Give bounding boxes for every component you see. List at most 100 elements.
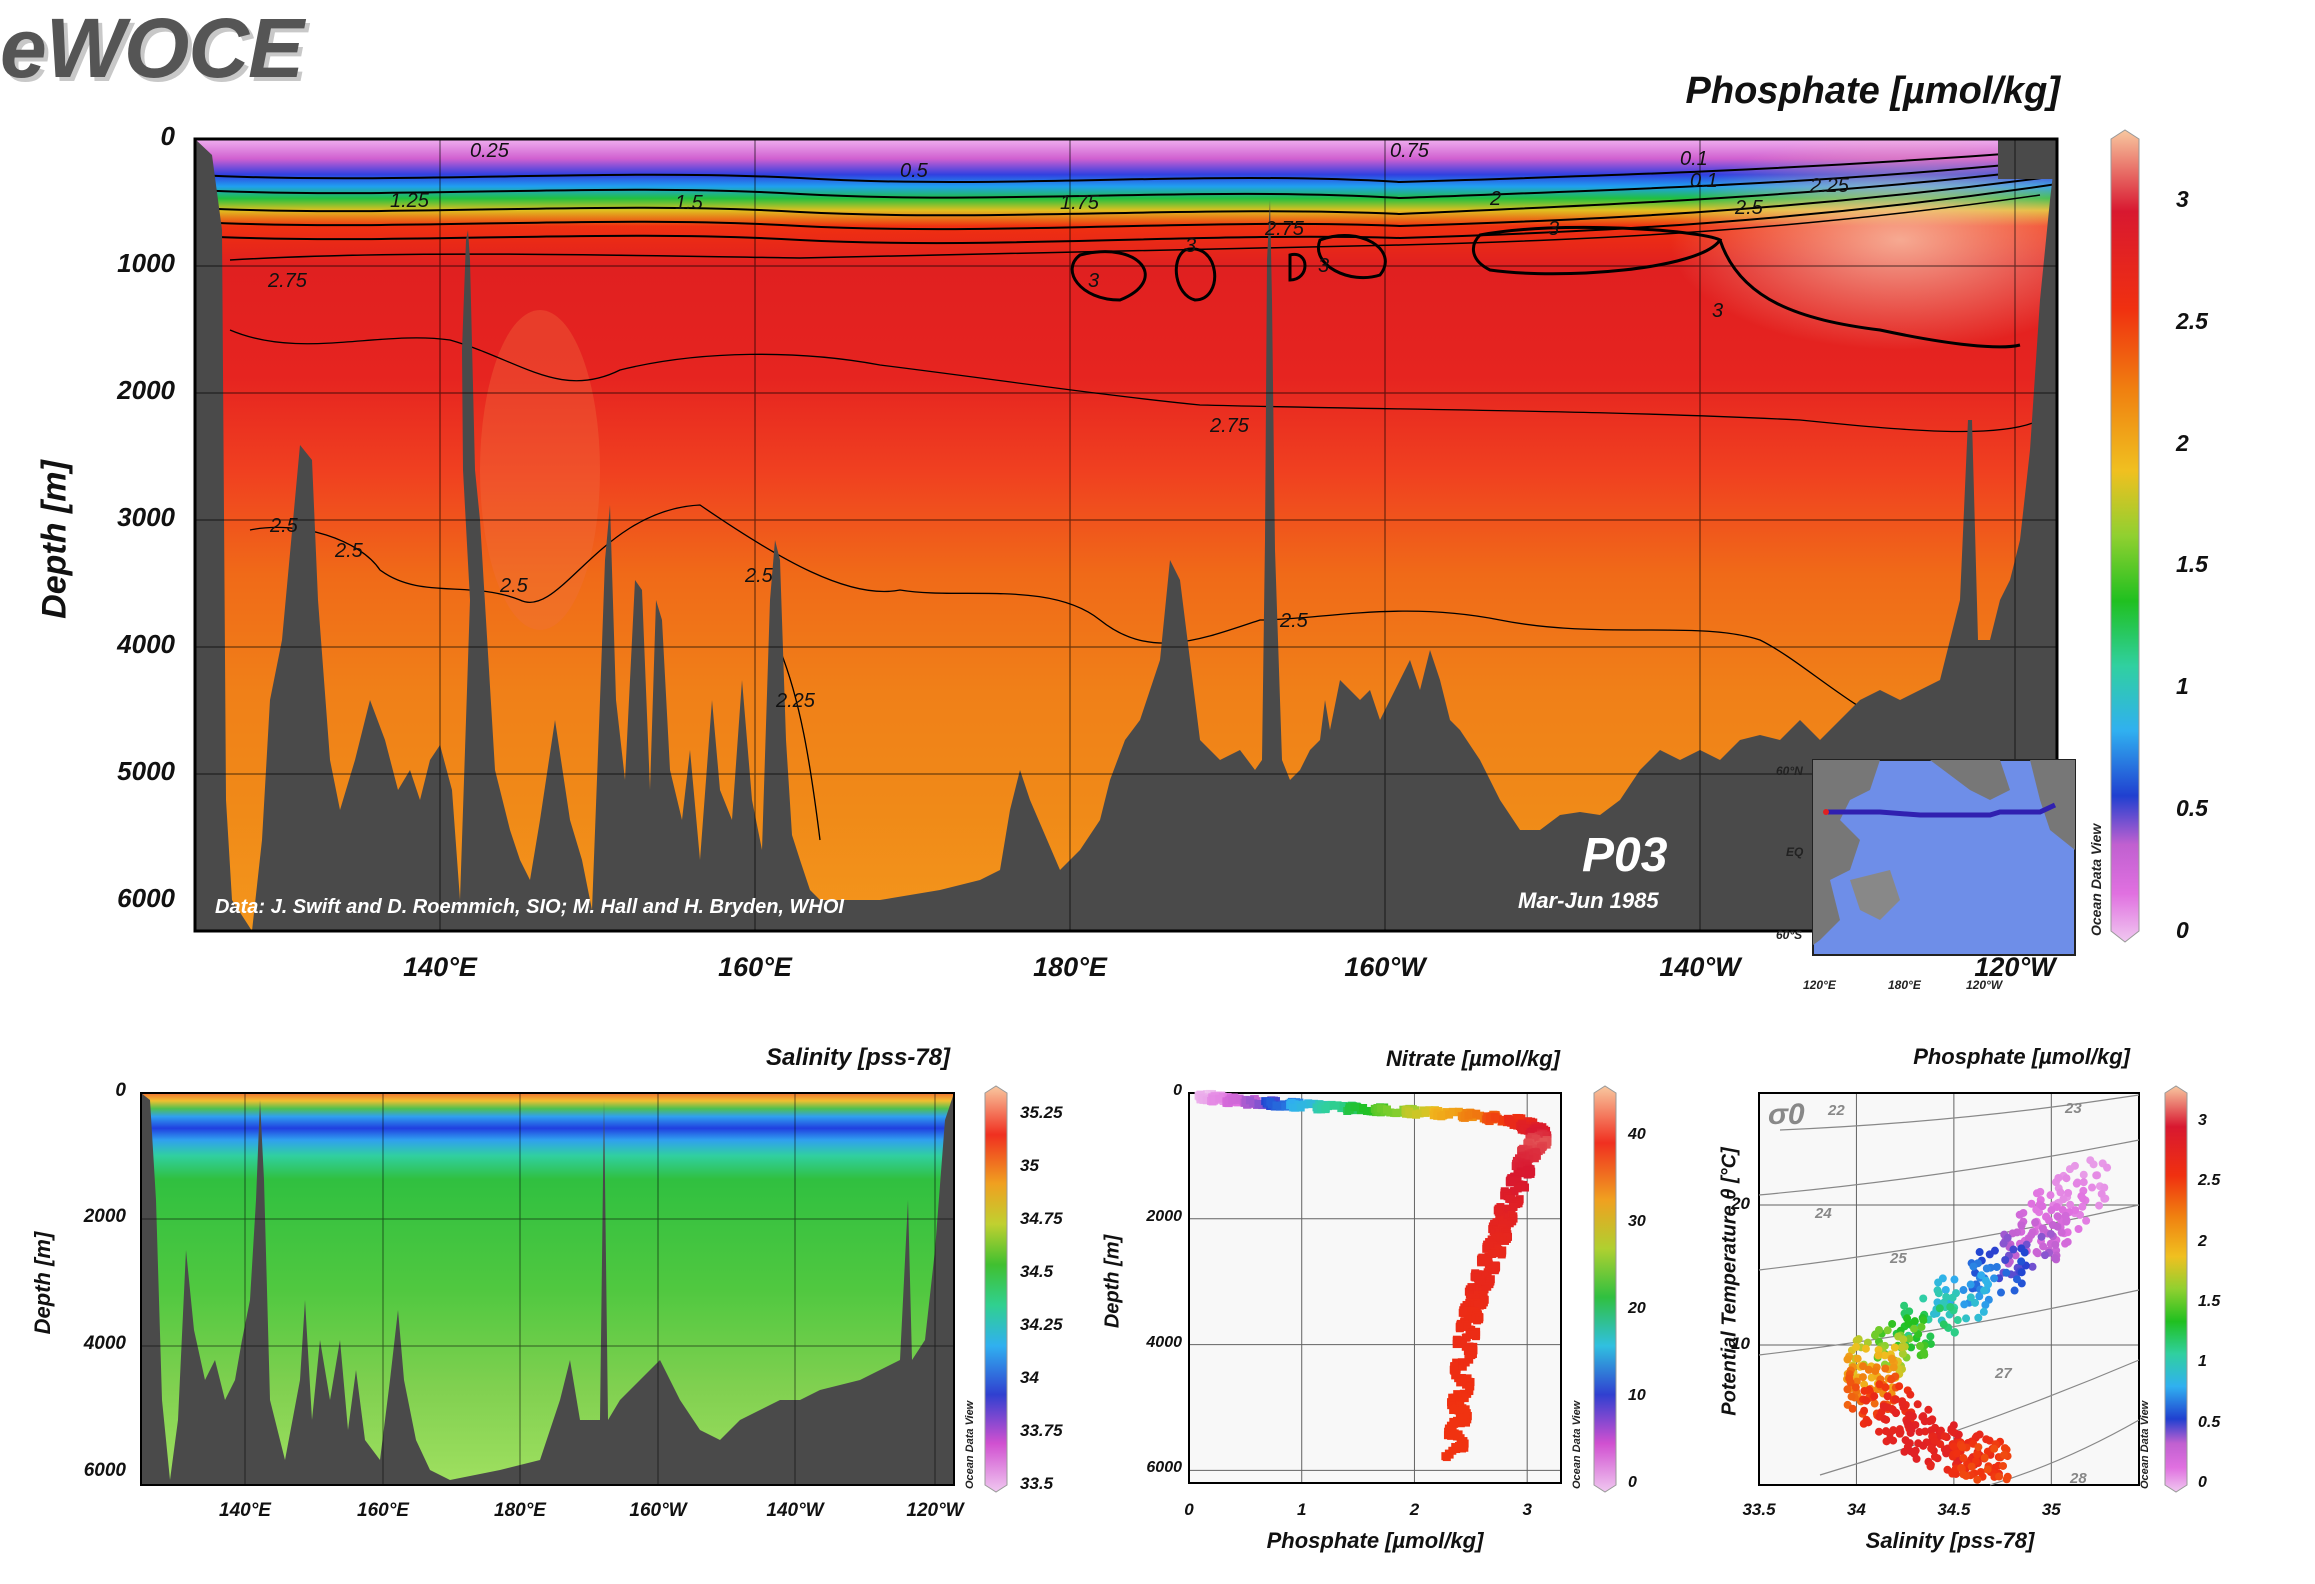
ewoce-logo: eWOCE xyxy=(0,1,304,95)
ts-point xyxy=(1977,1271,1986,1280)
ts-point xyxy=(1846,1378,1855,1387)
ts-point xyxy=(1847,1392,1856,1401)
main-y-label: Depth [m] xyxy=(35,460,74,619)
ts-point xyxy=(1895,1382,1904,1391)
ts-point xyxy=(1980,1453,1989,1462)
ts-point xyxy=(1860,1386,1869,1395)
ts-point xyxy=(2032,1189,2041,1198)
ts-colorbar xyxy=(2164,1085,2188,1493)
ts-point xyxy=(2032,1248,2041,1257)
ts-point xyxy=(2095,1201,2104,1210)
ts-point xyxy=(1875,1380,1884,1389)
ts-point xyxy=(1926,1462,1935,1471)
isopycnal-label: 23 xyxy=(2065,1100,2082,1117)
contour-label: 1.75 xyxy=(1060,192,1099,214)
nitrate-y-label: Depth [m] xyxy=(1101,1234,1124,1329)
salinity-x-tick: 120°W xyxy=(906,1500,964,1521)
ts-point xyxy=(1883,1392,1892,1401)
ts-point xyxy=(1874,1326,1883,1335)
contour-label: 2 xyxy=(1490,188,1502,210)
ts-point xyxy=(1913,1400,1922,1409)
salinity-cbar-tick: 34.25 xyxy=(1020,1315,1063,1335)
ts-point xyxy=(1881,1427,1890,1436)
ts-point xyxy=(1941,1285,1950,1294)
ts-x-tick: 33.5 xyxy=(1742,1500,1776,1519)
nitrate-x-label: Phosphate [µmol/kg] xyxy=(1266,1528,1484,1553)
main-x-tick: 120°W xyxy=(1974,952,2056,982)
ts-point xyxy=(1958,1443,1967,1452)
ts-point xyxy=(2027,1199,2036,1208)
ts-point xyxy=(1905,1307,1914,1316)
ts-point xyxy=(1860,1380,1869,1389)
contour-label: 3 xyxy=(1548,218,1560,240)
ts-point xyxy=(1916,1342,1925,1351)
ts-point xyxy=(1900,1301,1909,1310)
ts-point xyxy=(2074,1225,2083,1234)
salinity-cbar-tick: 35.25 xyxy=(1020,1103,1063,1123)
ts-point xyxy=(1950,1328,1959,1337)
ts-point xyxy=(2015,1210,2024,1219)
ts-cbar-tick: 0 xyxy=(2198,1474,2207,1491)
inset-odv-label: Ocean Data View xyxy=(2088,823,2104,936)
nitrate-cbar-tick: 40 xyxy=(1628,1125,1646,1143)
ts-point xyxy=(1953,1449,1962,1458)
nitrate-cbar-tick: 30 xyxy=(1628,1212,1646,1230)
ts-point xyxy=(2053,1212,2062,1221)
ts-point xyxy=(1891,1409,1900,1418)
ts-point xyxy=(1880,1351,1889,1360)
ts-point xyxy=(1917,1323,1926,1332)
ts-point xyxy=(1852,1343,1861,1352)
ts-point xyxy=(1915,1428,1924,1437)
ts-point xyxy=(1905,1334,1914,1343)
nitrate-point xyxy=(1441,1452,1450,1461)
ts-y-tick: 10 xyxy=(1731,1334,1750,1353)
contour-label: 0.5 xyxy=(900,160,928,182)
inset-lon-label: 120°W xyxy=(1966,978,2003,992)
ts-point xyxy=(1974,1313,1983,1322)
main-y-tick: 5000 xyxy=(117,756,175,786)
ts-point xyxy=(1900,1447,1909,1456)
salinity-colorbar xyxy=(984,1085,1008,1493)
ts-point xyxy=(1897,1343,1906,1352)
ts-point xyxy=(1971,1457,1980,1466)
ts-point xyxy=(1907,1425,1916,1434)
isopycnal-line xyxy=(1758,1204,2140,1271)
ts-point xyxy=(1967,1462,1976,1471)
ts-point xyxy=(1949,1428,1958,1437)
salinity-bathymetry xyxy=(141,1093,954,1485)
isopycnal-line xyxy=(1819,1359,2140,1476)
salinity-cbar-tick: 34.5 xyxy=(1020,1262,1054,1282)
ts-point xyxy=(1920,1417,1929,1426)
ts-point xyxy=(1864,1418,1873,1427)
ts-point xyxy=(1983,1447,1992,1456)
ts-point xyxy=(2079,1170,2088,1179)
phosphate-cbar-tick: 2.5 xyxy=(2176,307,2208,334)
main-y-tick: 3000 xyxy=(117,502,175,532)
ts-point xyxy=(1934,1289,1943,1298)
salinity-cbar-tick: 33.75 xyxy=(1020,1421,1063,1441)
salinity-y-tick: 4000 xyxy=(83,1333,126,1354)
ts-point xyxy=(1966,1280,1975,1289)
nitrate-colorbar xyxy=(1593,1085,1617,1493)
nitrate-cbar-tick: 0 xyxy=(1628,1474,1637,1491)
nitrate-point xyxy=(1210,1096,1219,1105)
ts-cbar-tick: 1.5 xyxy=(2198,1293,2221,1311)
ts-point xyxy=(1946,1303,1955,1312)
ts-point xyxy=(1973,1475,1982,1484)
ts-point xyxy=(2003,1233,2012,1242)
nitrate-point xyxy=(1447,1401,1456,1410)
ts-point xyxy=(1851,1383,1860,1392)
ts-point xyxy=(2051,1240,2060,1249)
ts-point xyxy=(2059,1195,2068,1204)
ts-cbar-tick: 2.5 xyxy=(2198,1172,2221,1190)
ts-point xyxy=(2047,1206,2056,1215)
ts-point xyxy=(2066,1200,2075,1209)
ts-point xyxy=(1860,1406,1869,1415)
salinity-y-tick: 0 xyxy=(115,1080,126,1101)
ts-cbar-tick: 1 xyxy=(2198,1353,2207,1371)
ts-point xyxy=(2054,1173,2063,1182)
